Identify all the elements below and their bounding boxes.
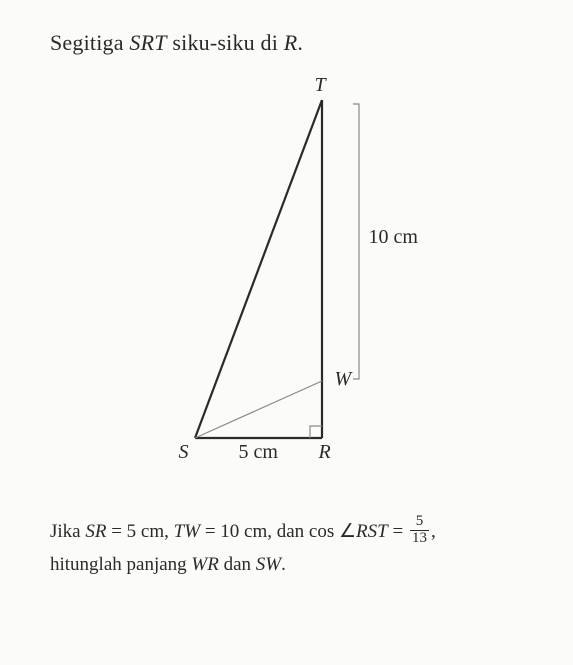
q-p4: =: [388, 521, 408, 542]
q-p1: Jika: [50, 521, 85, 542]
q2-wr: WR: [191, 554, 218, 575]
question-text: Jika SR = 5 cm, TW = 10 cm, dan cos ∠RST…: [50, 516, 523, 581]
frac-den: 13: [410, 531, 429, 547]
frac-num: 5: [410, 514, 429, 531]
edge-ST: [195, 100, 322, 438]
q2-p1: hitunglah panjang: [50, 554, 191, 575]
q-tw: TW: [174, 521, 200, 542]
title-mid: siku-siku di: [167, 30, 284, 55]
vertex-label-T: T: [315, 74, 326, 97]
right-angle-marker: [310, 426, 322, 438]
title-suffix: .: [297, 30, 303, 55]
q-p3: = 10 cm, dan cos: [200, 521, 339, 542]
measure-label-10cm: 10 cm: [369, 226, 418, 249]
question-line-2: hitunglah panjang WR dan SW.: [50, 549, 523, 581]
title-prefix: Segitiga: [50, 30, 129, 55]
triangle-diagram: T W S R 5 cm 10 cm: [147, 76, 427, 476]
vertex-label-W: W: [335, 368, 352, 391]
problem-title: Segitiga SRT siku-siku di R.: [50, 30, 523, 56]
vertex-label-R: R: [319, 441, 331, 464]
diagram-container: T W S R 5 cm 10 cm: [50, 76, 523, 476]
title-vertex: R: [284, 30, 298, 55]
q2-p3: .: [281, 554, 286, 575]
q2-p2: dan: [219, 554, 256, 575]
q-p5: ,: [431, 521, 436, 542]
triangle-svg: [147, 76, 427, 476]
angle-symbol: ∠: [339, 521, 356, 542]
vertex-label-S: S: [179, 441, 189, 464]
q-p2: = 5 cm,: [106, 521, 173, 542]
triangle-name: SRT: [129, 30, 166, 55]
q2-sw: SW: [256, 554, 281, 575]
question-line-1: Jika SR = 5 cm, TW = 10 cm, dan cos ∠RST…: [50, 516, 523, 549]
fraction-5-13: 513: [410, 514, 429, 547]
measure-bracket-10cm: [353, 104, 359, 379]
q-sr: SR: [85, 521, 106, 542]
measure-label-5cm: 5 cm: [239, 441, 278, 464]
q-rst: RST: [356, 521, 388, 542]
